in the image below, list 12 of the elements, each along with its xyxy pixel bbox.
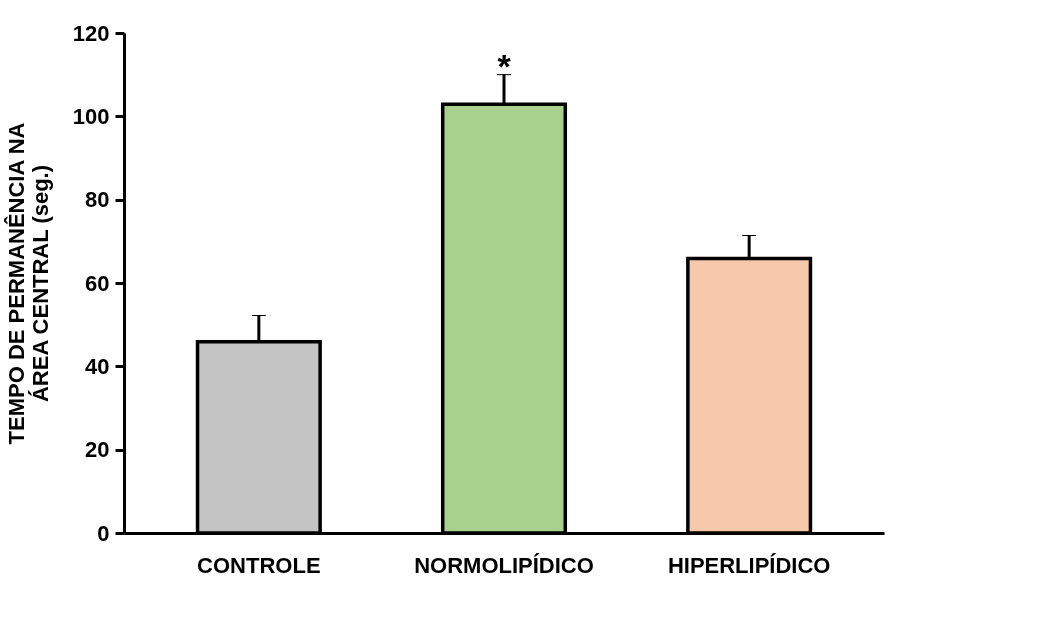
annotation: * — [497, 46, 512, 85]
y-tick-label: 0 — [97, 520, 110, 546]
y-tick-label: 80 — [85, 187, 110, 213]
y-axis-title: TEMPO DE PERMANÊNCIA NA ÁREA CENTRAL (seg.) — [3, 122, 53, 445]
y-tick-label: 120 — [72, 20, 110, 46]
y-tick-label: 40 — [85, 353, 110, 379]
x-tick-label: HIPERLIPÍDICO — [667, 552, 831, 578]
y-tick-label: 60 — [85, 270, 110, 296]
y-tick-label: 100 — [72, 103, 110, 129]
y-tick-label: 20 — [85, 437, 110, 463]
x-tick-label: NORMOLIPÍDICO — [414, 552, 594, 578]
x-tick-label: CONTROLE — [197, 552, 321, 578]
